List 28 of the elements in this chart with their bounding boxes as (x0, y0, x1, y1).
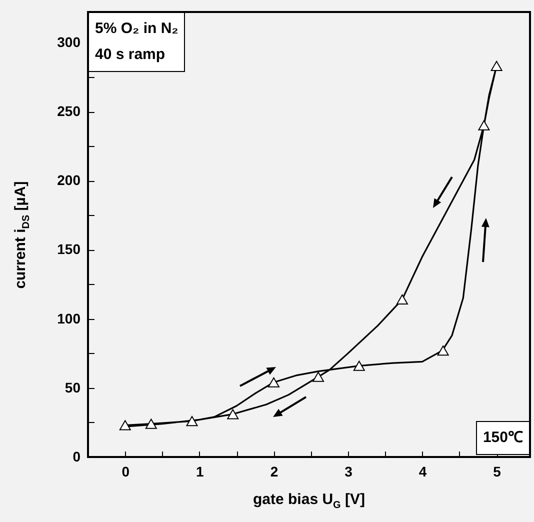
point (396, 294, 408, 304)
point (119, 420, 131, 430)
annotation: 40 s ramp (95, 46, 166, 63)
x-tick-label: 3 (344, 464, 353, 480)
point (186, 416, 198, 426)
x-tick-label: 5 (493, 464, 502, 480)
point (227, 409, 239, 420)
point (437, 346, 449, 356)
y-tick-label: 50 (64, 379, 81, 396)
y-tick-label: 150 (57, 241, 81, 258)
x-tick-label: 0 (122, 464, 130, 480)
point (490, 60, 502, 71)
y-tick-label: 200 (57, 172, 81, 188)
y-tick-label: 300 (57, 34, 81, 50)
annotation: 150℃ (476, 421, 530, 455)
point (353, 360, 365, 371)
point (145, 418, 157, 429)
x-axis-title: gate bias U$_{G}$ [V] (253, 491, 365, 511)
x-tick-label: 4 (418, 464, 427, 480)
y-tick-label: 100 (57, 310, 81, 326)
y-tick-label: 0 (72, 448, 81, 464)
point (478, 120, 490, 130)
point (268, 377, 280, 388)
annotation: 5% O₂ in N₂ (95, 20, 178, 37)
point (312, 372, 324, 382)
y-tick-label: 250 (57, 103, 81, 120)
x-tick-label: 1 (196, 464, 204, 480)
x-tick-label: 2 (270, 464, 278, 480)
